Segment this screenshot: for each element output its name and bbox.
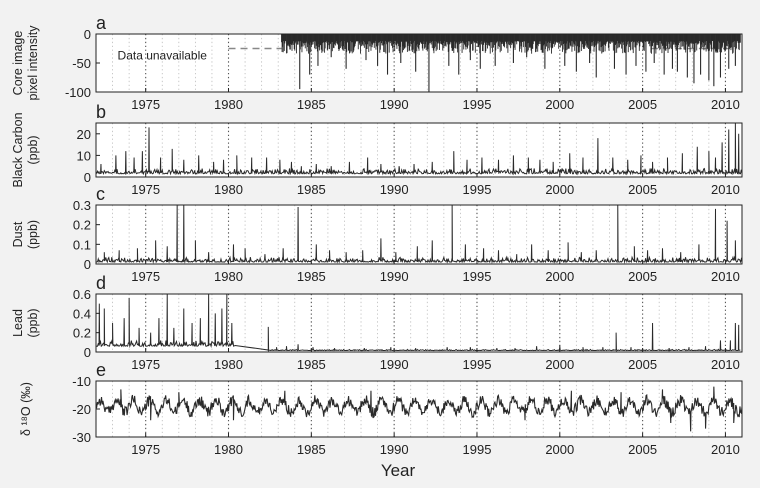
y-tick-label: -100	[65, 85, 91, 100]
y-tick-label: 20	[77, 127, 91, 142]
x-tick-label: 2010	[711, 442, 740, 457]
panel-a: Data unavailable 0 -50 -100 1975 1980 1985 1990…	[11, 13, 743, 112]
x-tick-label: 1975	[131, 97, 160, 112]
y-axis-label: Dust	[11, 221, 25, 247]
y-axis-label: Black Carbon	[11, 112, 25, 187]
y-tick-label: 0.1	[73, 237, 91, 252]
panel-c: 0 0.1 0.2 0.3 1975 1980 1985 1990 1995 2000 2005 20…	[11, 184, 743, 284]
x-tick-label: 2000	[545, 269, 574, 284]
x-tick-label: 1980	[214, 357, 243, 372]
x-tick-label: 1995	[463, 357, 492, 372]
x-tick-label: 1980	[214, 97, 243, 112]
x-tick-label: 1975	[131, 442, 160, 457]
panel-letter: e	[96, 360, 106, 380]
series-group	[96, 386, 742, 432]
y-tick-label: 0.4	[73, 306, 91, 321]
y-axis-label: (ppb)	[26, 135, 40, 164]
y-tick-label: 0	[84, 27, 91, 42]
black-carbon-series-line	[96, 123, 742, 176]
x-tick-label: 2010	[711, 269, 740, 284]
plot-frame	[95, 122, 743, 178]
y-axis-label: pixel intensity	[26, 25, 40, 101]
series-group	[228, 34, 741, 92]
x-tick-label: 1995	[463, 97, 492, 112]
panel-e: -10 -20 -30 1975 1980 1985 1990 1995 2000 2005 201…	[19, 360, 743, 457]
panel-d: 0 0.2 0.4 0.6 1975 1980 1985 1990 1995 2000 2005 20…	[11, 273, 743, 372]
y-tick-label: 10	[77, 148, 91, 163]
x-tick-label: 2005	[628, 182, 657, 197]
lead-series-line	[96, 294, 741, 352]
x-tick-label: 2010	[711, 182, 740, 197]
y-axis-label: Lead	[11, 309, 25, 337]
plot-frame	[95, 293, 743, 353]
x-axis-label: Year	[381, 461, 416, 480]
panel-letter: a	[96, 13, 107, 33]
x-tick-label: 1975	[131, 269, 160, 284]
series-group	[96, 294, 741, 352]
y-tick-label: 0.2	[73, 326, 91, 341]
x-tick-label: 1980	[214, 442, 243, 457]
y-tick-label: -30	[72, 430, 91, 445]
panel-b: 0 10 20 1975 1980 1985 1990 1995 2000 2005 2010 b Bl…	[11, 102, 743, 197]
y-tick-label: -10	[72, 374, 91, 389]
y-tick-label: 0	[84, 345, 91, 360]
x-tick-label: 1985	[297, 269, 326, 284]
y-tick-label: -20	[72, 402, 91, 417]
x-tick-label: 1985	[297, 442, 326, 457]
x-tick-label: 1995	[463, 269, 492, 284]
x-tick-label: 1980	[214, 269, 243, 284]
y-axis-label: δ ¹⁸O (‰)	[19, 382, 33, 436]
x-tick-label: 1990	[380, 182, 409, 197]
series-group	[96, 205, 742, 264]
x-tick-label: 1990	[380, 442, 409, 457]
x-tick-label: 2005	[628, 97, 657, 112]
x-tick-label: 2005	[628, 269, 657, 284]
x-tick-label: 1995	[463, 182, 492, 197]
data-unavailable-annotation: Data unavailable	[118, 49, 208, 63]
x-tick-label: 2000	[545, 357, 574, 372]
x-tick-label: 1995	[463, 442, 492, 457]
series-group	[96, 123, 742, 176]
y-tick-label: -50	[72, 56, 91, 71]
y-tick-label: 0.6	[73, 287, 91, 302]
x-tick-label: 2000	[545, 182, 574, 197]
x-tick-label: 2000	[545, 442, 574, 457]
y-tick-label: 0.2	[73, 218, 91, 233]
plot-frame	[95, 204, 743, 265]
x-tick-label: 1985	[297, 97, 326, 112]
y-tick-label: 0.3	[73, 198, 91, 213]
x-tick-label: 1990	[380, 357, 409, 372]
x-tick-label: 1975	[131, 182, 160, 197]
dust-series-line	[96, 205, 742, 264]
x-tick-label: 1975	[131, 357, 160, 372]
x-tick-label: 1985	[297, 357, 326, 372]
panel-letter: d	[96, 273, 106, 293]
y-axis-label: (ppb)	[26, 308, 40, 337]
x-tick-label: 2000	[545, 97, 574, 112]
panel-letter: b	[96, 102, 106, 122]
x-tick-label: 2010	[711, 97, 740, 112]
x-tick-label: 2005	[628, 442, 657, 457]
panel-letter: c	[96, 184, 105, 204]
x-tick-label: 1990	[380, 269, 409, 284]
x-tick-label: 1980	[214, 182, 243, 197]
plot-area	[96, 294, 742, 352]
y-axis-label: (ppb)	[26, 220, 40, 249]
x-tick-label: 2005	[628, 357, 657, 372]
plot-area	[96, 205, 742, 264]
plot-area	[96, 123, 742, 177]
y-axis-label: Core image	[11, 31, 25, 96]
y-tick-label: 0	[84, 257, 91, 272]
x-tick-label: 1985	[297, 182, 326, 197]
x-tick-label: 1990	[380, 97, 409, 112]
x-tick-label: 2010	[711, 357, 740, 372]
d18o-series-line	[96, 386, 742, 432]
y-tick-label: 0	[84, 170, 91, 185]
